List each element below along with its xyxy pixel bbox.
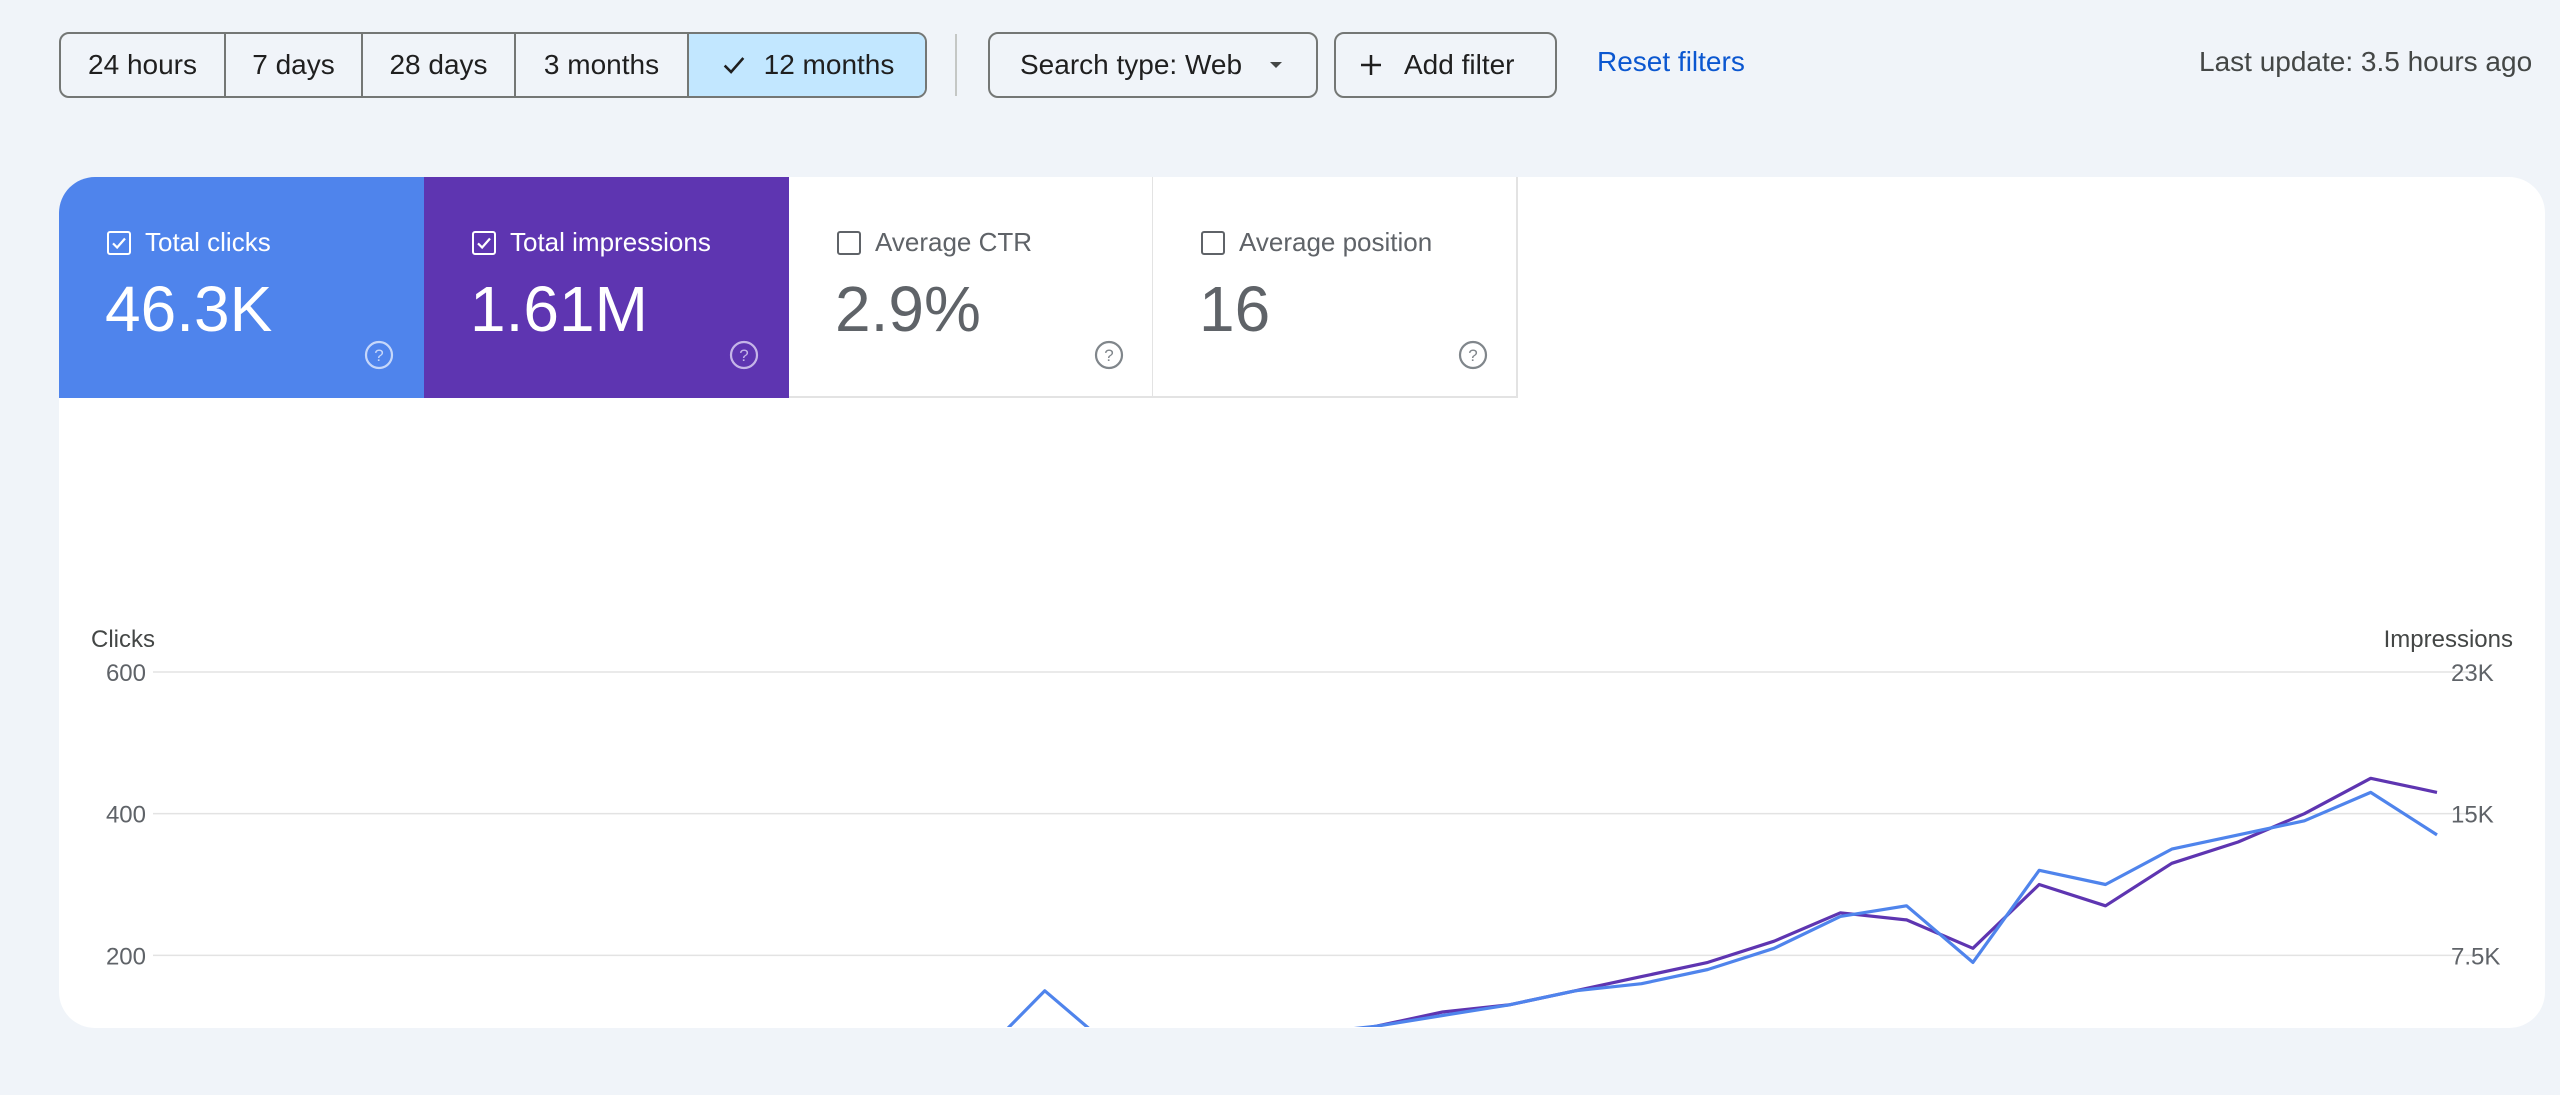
range-label: 28 days xyxy=(389,49,488,80)
performance-card: Total clicks 46.3K ? Total impressions 1… xyxy=(59,177,2545,1028)
help-icon[interactable]: ? xyxy=(364,340,394,370)
svg-text:?: ? xyxy=(1104,346,1113,365)
range-label: 24 hours xyxy=(88,49,197,80)
y2-tick-label: 23K xyxy=(2451,660,2494,687)
left-axis-label: Clicks xyxy=(91,626,155,653)
unchecked-checkbox-icon[interactable] xyxy=(1201,230,1225,255)
metric-label-row: Average CTR xyxy=(837,227,1032,258)
checkmark-icon xyxy=(723,57,744,74)
svg-text:?: ? xyxy=(1468,346,1477,365)
y-tick-label: 400 xyxy=(106,802,146,829)
range-label: 3 months xyxy=(543,49,660,80)
metric-value: 2.9% xyxy=(835,273,981,345)
checked-checkbox-icon[interactable] xyxy=(472,230,496,255)
metric-average-ctr[interactable]: Average CTR 2.9% ? xyxy=(789,177,1154,398)
metric-label: Total impressions xyxy=(510,227,711,257)
dropdown-arrow-icon xyxy=(1270,62,1283,68)
help-icon[interactable]: ? xyxy=(729,340,759,370)
y-tick-label: 600 xyxy=(106,660,146,687)
toolbar: 24 hours 7 days 28 days 3 months 12 mont… xyxy=(0,0,2560,130)
right-axis-label: Impressions xyxy=(2384,626,2513,653)
range-7-days-button[interactable]: 7 days xyxy=(226,34,363,96)
y-tick-label: 200 xyxy=(106,943,146,970)
metric-total-impressions[interactable]: Total impressions 1.61M ? xyxy=(424,177,789,398)
range-label: 12 months xyxy=(763,49,895,80)
range-12-months-button[interactable]: 12 months xyxy=(689,34,925,96)
add-filter-button[interactable]: Add filter xyxy=(1334,32,1557,98)
metric-value: 46.3K xyxy=(105,273,273,345)
metric-average-position[interactable]: Average position 16 ? xyxy=(1153,177,1518,398)
plus-icon xyxy=(1361,55,1381,75)
help-icon[interactable]: ? xyxy=(1094,340,1124,370)
search-type-dropdown[interactable]: Search type: Web xyxy=(988,32,1318,98)
metric-label: Average position xyxy=(1239,227,1433,257)
last-update-text: Last update: 3.5 hours ago xyxy=(2199,46,2533,77)
date-range-selector: 24 hours 7 days 28 days 3 months 12 mont… xyxy=(59,32,927,98)
performance-chart: ClicksImpressions60023K40015K2007.5K002/… xyxy=(91,626,2513,1027)
metric-label: Total clicks xyxy=(145,227,271,257)
metric-value: 16 xyxy=(1199,273,1271,345)
help-icon[interactable]: ? xyxy=(1458,340,1488,370)
y2-tick-label: 15K xyxy=(2451,802,2494,829)
range-24-hours-button[interactable]: 24 hours xyxy=(61,34,226,96)
reset-filters-link[interactable]: Reset filters xyxy=(1597,46,1745,77)
checked-checkbox-icon[interactable] xyxy=(107,230,131,255)
metric-label-row: Average position xyxy=(1201,227,1432,258)
unchecked-checkbox-icon[interactable] xyxy=(837,230,861,255)
range-label: 7 days xyxy=(252,49,335,80)
metric-label-row: Total impressions xyxy=(472,227,711,258)
metric-label-row: Total clicks xyxy=(107,227,271,258)
add-filter-label: Add filter xyxy=(1404,49,1515,80)
range-3-months-button[interactable]: 3 months xyxy=(516,34,689,96)
series-line-impressions xyxy=(1361,776,2438,1027)
svg-text:?: ? xyxy=(739,346,748,365)
toolbar-divider xyxy=(955,34,957,96)
metric-total-clicks[interactable]: Total clicks 46.3K ? xyxy=(59,177,424,398)
metric-value: 1.61M xyxy=(470,273,648,345)
metric-label: Average CTR xyxy=(875,227,1033,257)
range-28-days-button[interactable]: 28 days xyxy=(363,34,516,96)
search-type-label: Search type: Web xyxy=(1020,49,1243,80)
y2-tick-label: 7.5K xyxy=(2451,943,2500,970)
svg-text:?: ? xyxy=(374,346,383,365)
series-line-clicks xyxy=(1006,790,2438,1027)
